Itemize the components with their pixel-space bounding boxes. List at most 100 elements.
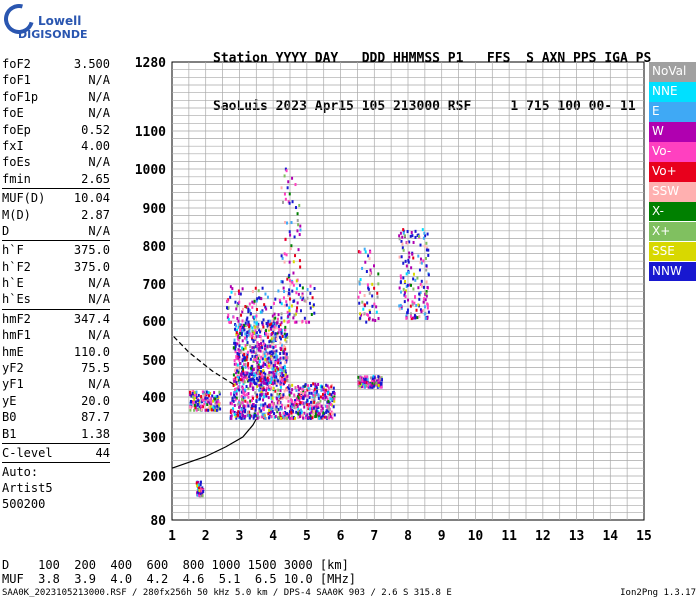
echo-point xyxy=(245,385,248,389)
echo-point xyxy=(270,400,273,404)
echo-point xyxy=(262,370,265,374)
echo-point xyxy=(243,395,246,399)
echo-point xyxy=(240,331,243,335)
echo-point xyxy=(237,379,240,383)
echo-point xyxy=(251,406,254,410)
echo-point xyxy=(275,371,278,375)
echo-point xyxy=(290,415,293,419)
echo-point xyxy=(262,354,265,358)
echo-point xyxy=(278,335,281,339)
echo-point xyxy=(232,346,235,350)
echo-point xyxy=(365,383,368,387)
echo-point xyxy=(283,413,286,417)
echo-point xyxy=(234,387,237,391)
echo-point xyxy=(236,363,239,367)
echo-point xyxy=(411,252,414,256)
echo-point xyxy=(422,236,425,240)
param-separator xyxy=(2,240,110,242)
echo-point xyxy=(210,402,213,406)
param-name: fxI xyxy=(2,138,24,153)
echo-point xyxy=(266,376,269,380)
echo-point xyxy=(265,394,268,398)
param-separator xyxy=(2,308,110,310)
param-name: foE xyxy=(2,106,24,121)
echo-point xyxy=(425,264,428,268)
echo-point xyxy=(252,386,255,390)
echo-point xyxy=(255,382,258,386)
echo-point xyxy=(253,382,256,386)
echo-point xyxy=(286,310,289,314)
echo-point xyxy=(399,274,402,278)
echo-point xyxy=(249,312,252,316)
echo-point xyxy=(295,405,298,409)
echo-point xyxy=(240,416,243,420)
echo-point xyxy=(272,368,275,372)
echo-point xyxy=(274,407,277,411)
echo-point xyxy=(246,393,249,397)
echo-point xyxy=(299,408,302,412)
echo-point xyxy=(257,398,260,402)
echo-point xyxy=(260,383,263,387)
echo-point xyxy=(252,403,255,407)
echo-point xyxy=(307,407,310,411)
echo-point xyxy=(273,317,276,321)
echo-point xyxy=(270,410,273,414)
echo-point xyxy=(255,345,258,349)
echo-point xyxy=(299,283,302,287)
echo-point xyxy=(293,401,296,405)
echo-point xyxy=(357,250,360,254)
echo-point xyxy=(259,395,262,399)
echo-point xyxy=(303,299,306,303)
echo-point xyxy=(283,260,286,264)
echo-point xyxy=(252,372,255,376)
echo-point xyxy=(238,355,241,359)
echo-point xyxy=(372,376,375,380)
echo-point xyxy=(238,292,241,296)
echo-point xyxy=(299,309,302,313)
echo-point xyxy=(284,328,287,332)
echo-point xyxy=(255,357,258,361)
param-row: M(D) 2.87 xyxy=(2,207,110,223)
echo-point xyxy=(207,391,210,395)
echo-point xyxy=(244,346,247,350)
echo-point xyxy=(297,407,300,411)
echo-point xyxy=(249,382,252,386)
echo-point xyxy=(258,296,261,300)
echo-point xyxy=(280,280,283,284)
echo-point xyxy=(284,352,287,356)
echo-point xyxy=(275,321,278,325)
echo-point xyxy=(258,375,261,379)
echo-point xyxy=(410,317,413,321)
echo-point xyxy=(296,229,299,233)
echo-point xyxy=(333,395,336,399)
echo-point xyxy=(426,232,429,236)
d-row-values: 100 200 400 600 800 1000 1500 3000 [km] xyxy=(38,558,349,572)
echo-point xyxy=(326,404,329,408)
d-row-label: D xyxy=(2,558,10,572)
legend-item-w: W xyxy=(649,121,696,142)
echo-point xyxy=(327,413,330,417)
echo-point xyxy=(262,395,265,399)
echo-point xyxy=(411,300,414,304)
echo-point xyxy=(270,333,273,337)
echo-point xyxy=(249,345,252,349)
echo-point xyxy=(306,287,309,291)
echo-point xyxy=(399,303,402,307)
echo-point xyxy=(192,401,195,405)
echo-point xyxy=(260,392,263,396)
echo-point xyxy=(273,336,276,340)
echo-point xyxy=(279,337,282,341)
echo-point xyxy=(261,388,264,392)
echo-point xyxy=(302,296,305,300)
echo-point xyxy=(254,405,257,409)
echo-point xyxy=(258,360,261,364)
echo-point xyxy=(251,404,254,408)
echo-point xyxy=(329,397,332,401)
autoscale-info-line: Artist5 xyxy=(2,481,53,496)
param-row: fxI 4.00 xyxy=(2,138,110,154)
echo-point xyxy=(267,378,270,382)
echo-point xyxy=(307,384,310,388)
echo-point xyxy=(333,397,336,401)
echo-point xyxy=(253,315,256,319)
echo-point xyxy=(296,397,299,401)
